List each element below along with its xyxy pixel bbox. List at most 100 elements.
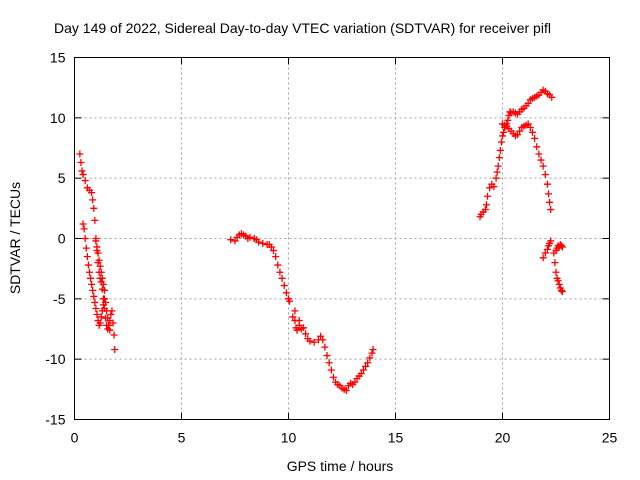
data-point — [111, 346, 119, 354]
data-point — [552, 268, 560, 276]
data-point — [541, 249, 549, 257]
data-point — [321, 343, 329, 351]
data-point — [306, 337, 314, 345]
series-6 — [476, 86, 556, 221]
data-point — [96, 319, 104, 327]
data-point — [481, 206, 489, 214]
data-point — [364, 359, 372, 367]
data-point — [92, 304, 100, 312]
data-point — [85, 268, 93, 276]
data-point — [558, 288, 566, 296]
data-point — [554, 277, 562, 285]
data-point — [513, 131, 521, 139]
y-tick-label: -10 — [45, 351, 65, 367]
data-point — [79, 171, 87, 179]
data-point — [547, 206, 555, 214]
data-point — [557, 242, 565, 250]
data-point — [319, 336, 327, 344]
data-point — [533, 143, 541, 151]
grid-lines — [74, 57, 610, 420]
data-point — [93, 243, 101, 251]
y-tick-label: -15 — [45, 412, 65, 428]
data-point — [100, 295, 108, 303]
series-9 — [552, 241, 566, 255]
data-point — [494, 162, 502, 170]
data-point — [90, 204, 98, 212]
chart-title: Day 149 of 2022, Sidereal Day-to-day VTE… — [54, 20, 551, 36]
data-point — [78, 167, 86, 175]
series-10 — [550, 249, 566, 296]
data-point — [103, 307, 111, 315]
data-point — [100, 286, 108, 294]
data-point — [531, 134, 539, 142]
data-point — [299, 324, 307, 332]
data-point — [557, 286, 565, 294]
data-point — [89, 196, 97, 204]
data-point — [109, 319, 117, 327]
series-3 — [92, 237, 108, 294]
x-tick-label: 15 — [388, 430, 404, 446]
data-point — [79, 220, 87, 228]
data-point — [83, 253, 91, 261]
tick-labels: 0 5 10 15 20 25 -15 -10 -5 0 5 10 15 — [45, 50, 617, 446]
data-point — [558, 243, 566, 251]
data-point — [362, 362, 370, 370]
data-point — [495, 154, 503, 162]
data-point — [285, 295, 292, 303]
series-5 — [285, 295, 303, 325]
data-point — [317, 332, 325, 340]
series-7 — [499, 120, 555, 214]
data-point — [327, 366, 335, 374]
data-point — [270, 247, 278, 255]
data-point — [77, 158, 85, 166]
series-2 — [79, 220, 114, 334]
data-point — [92, 237, 100, 245]
data-point — [82, 244, 90, 252]
data-point — [366, 354, 374, 362]
data-point — [95, 256, 103, 264]
data-point — [310, 338, 318, 346]
y-tick-label: -5 — [53, 291, 66, 307]
data-point — [97, 313, 105, 321]
data-point — [246, 233, 254, 241]
data-point — [267, 243, 275, 251]
data-point — [87, 274, 95, 282]
data-point — [535, 150, 543, 158]
data-point — [484, 192, 492, 200]
data-point — [524, 99, 532, 107]
data-point — [516, 127, 524, 135]
data-point — [104, 314, 112, 322]
data-point — [295, 317, 303, 325]
data-point — [482, 201, 490, 209]
data-point — [547, 237, 555, 245]
data-point — [289, 313, 297, 321]
data-point — [274, 261, 282, 269]
data-point — [524, 120, 532, 128]
data-point — [94, 249, 102, 257]
data-point — [492, 174, 500, 182]
data-point — [80, 225, 88, 233]
data-point — [369, 346, 377, 354]
data-point — [227, 236, 235, 244]
data-point — [497, 138, 505, 146]
data-point — [76, 150, 84, 158]
data-point — [91, 298, 99, 306]
plot-frame — [74, 57, 610, 420]
data-point — [278, 274, 286, 282]
data-point — [107, 311, 115, 319]
data-point — [89, 286, 97, 294]
data-point — [351, 378, 359, 386]
x-tick-label: 25 — [602, 430, 618, 446]
data-point — [490, 183, 498, 191]
data-point — [91, 216, 99, 224]
data-point — [276, 268, 284, 276]
data-point — [368, 349, 376, 357]
x-tick-label: 10 — [281, 430, 297, 446]
y-axis-label: SDTVAR / TECUs — [7, 182, 23, 294]
data-point — [496, 146, 504, 154]
data-point — [555, 280, 563, 288]
data-point — [93, 311, 101, 319]
data-point — [280, 282, 288, 290]
data-point — [81, 177, 89, 185]
